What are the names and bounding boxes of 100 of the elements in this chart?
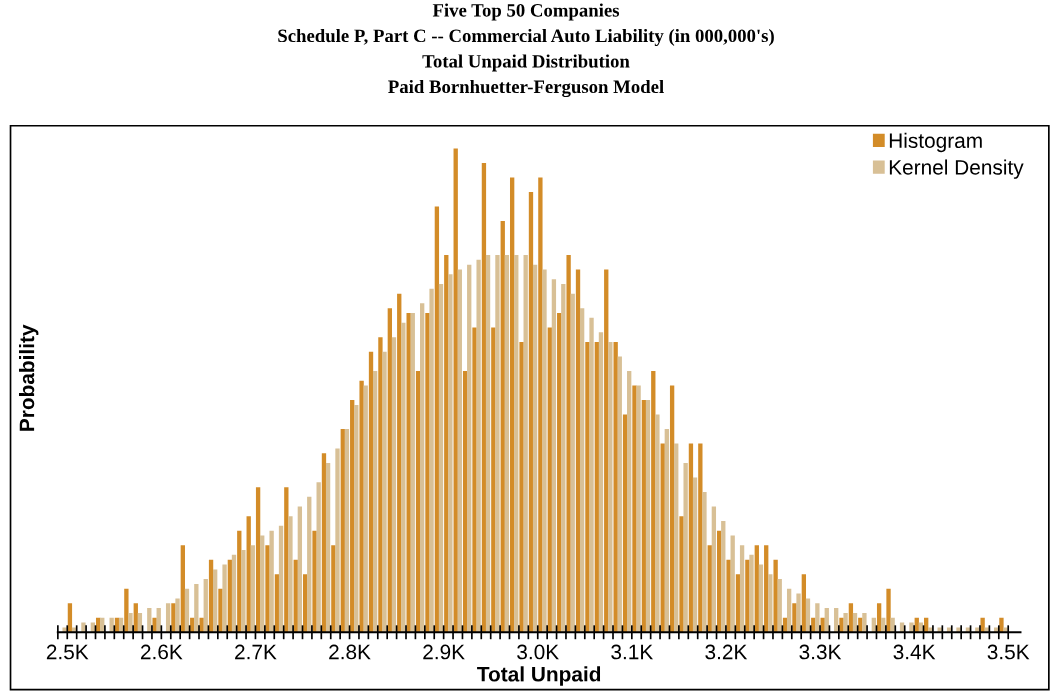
bar bbox=[528, 192, 534, 633]
bar bbox=[387, 308, 392, 633]
bar bbox=[707, 545, 712, 633]
bar bbox=[754, 545, 759, 633]
bar bbox=[434, 206, 440, 633]
bar bbox=[331, 545, 336, 633]
x-tick-label: 2.6K bbox=[140, 644, 183, 660]
bar bbox=[504, 254, 510, 633]
bar bbox=[406, 313, 411, 633]
y-axis-title: Probability bbox=[18, 324, 39, 431]
bar bbox=[297, 506, 303, 633]
bar bbox=[260, 535, 265, 633]
bar bbox=[429, 288, 434, 633]
bar bbox=[354, 404, 359, 633]
bar bbox=[538, 177, 543, 633]
bar bbox=[472, 327, 477, 633]
bar bbox=[542, 269, 547, 633]
bar bbox=[312, 530, 317, 633]
bar bbox=[773, 559, 778, 633]
bar bbox=[651, 371, 656, 633]
bar bbox=[551, 279, 557, 633]
bar bbox=[265, 545, 270, 633]
bar bbox=[307, 496, 312, 633]
bar bbox=[589, 317, 594, 633]
bar bbox=[222, 564, 227, 633]
bar bbox=[255, 487, 261, 633]
bar bbox=[735, 574, 741, 633]
x-tick-label: 3.4K bbox=[893, 644, 936, 660]
bar bbox=[227, 559, 233, 633]
bar bbox=[532, 264, 538, 633]
bar bbox=[397, 293, 402, 633]
bar bbox=[124, 588, 129, 633]
bar bbox=[335, 448, 340, 633]
bar bbox=[886, 588, 891, 633]
bar bbox=[495, 254, 500, 633]
bar bbox=[613, 342, 618, 633]
bar bbox=[594, 342, 600, 633]
bar bbox=[194, 583, 199, 633]
bar bbox=[796, 593, 801, 633]
bar bbox=[368, 351, 374, 633]
x-axis-title: Total Unpaid bbox=[477, 666, 601, 686]
x-tick-label: 3.0K bbox=[517, 644, 559, 660]
bar bbox=[585, 342, 590, 633]
bar bbox=[462, 371, 468, 633]
x-tick-label: 2.7K bbox=[235, 644, 277, 660]
bar bbox=[717, 530, 722, 633]
bar bbox=[213, 569, 218, 633]
bar bbox=[237, 530, 242, 633]
bar bbox=[641, 400, 647, 633]
chart-title: Five Top 50 Companies Schedule P, Part C -- Commercial Auto Liability (in 000,000's) Total Unpaid Distribution Paid Bornhuetter-Ferguson Model bbox=[278, 3, 774, 98]
bar bbox=[622, 414, 628, 633]
bar bbox=[438, 284, 444, 633]
bar bbox=[500, 221, 505, 633]
bar bbox=[485, 254, 491, 633]
bar bbox=[575, 269, 581, 633]
bar bbox=[180, 545, 185, 633]
bar bbox=[730, 535, 735, 633]
bar bbox=[608, 342, 613, 633]
bar bbox=[250, 545, 255, 633]
bar bbox=[679, 516, 684, 633]
bar bbox=[636, 385, 641, 633]
bar bbox=[660, 443, 665, 633]
bar bbox=[448, 274, 453, 633]
bar bbox=[523, 254, 528, 633]
bar bbox=[758, 564, 764, 633]
bar bbox=[801, 574, 807, 633]
bar bbox=[340, 429, 345, 633]
bar bbox=[278, 525, 284, 633]
bar bbox=[481, 163, 487, 633]
bar bbox=[284, 487, 289, 633]
bar bbox=[391, 337, 397, 633]
bar bbox=[444, 254, 449, 633]
bar bbox=[711, 506, 717, 633]
bar bbox=[862, 612, 867, 633]
bar bbox=[739, 545, 745, 633]
bar bbox=[491, 327, 496, 633]
bar bbox=[510, 177, 515, 633]
bar bbox=[359, 380, 364, 633]
bar bbox=[561, 284, 566, 633]
bar bbox=[203, 579, 208, 633]
bar bbox=[768, 574, 773, 633]
bar bbox=[378, 337, 383, 633]
bar bbox=[231, 554, 237, 633]
bar bbox=[246, 516, 251, 633]
bar bbox=[514, 254, 519, 633]
bar bbox=[152, 617, 157, 633]
bar bbox=[325, 462, 331, 633]
bar bbox=[350, 400, 355, 633]
x-tick-label: 2.8K bbox=[329, 644, 371, 660]
bar bbox=[721, 521, 726, 633]
bar bbox=[288, 516, 293, 633]
bar bbox=[805, 598, 811, 633]
bar bbox=[420, 303, 425, 633]
bar bbox=[980, 617, 985, 633]
bar bbox=[890, 617, 895, 633]
bar bbox=[199, 617, 204, 633]
x-tick-label: 3.1K bbox=[611, 644, 654, 660]
bar bbox=[401, 322, 406, 633]
bar bbox=[627, 371, 632, 633]
bar bbox=[570, 293, 575, 633]
